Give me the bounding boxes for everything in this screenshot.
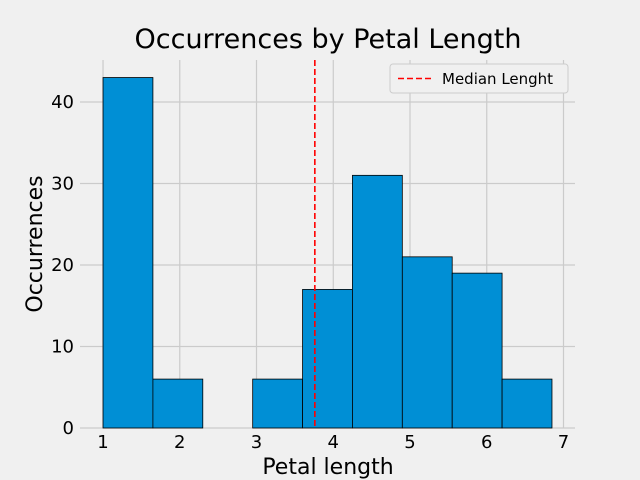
x-tick-label: 6 bbox=[481, 432, 492, 453]
x-tick-label: 2 bbox=[174, 432, 185, 453]
chart-title: Occurrences by Petal Length bbox=[135, 24, 522, 55]
y-tick-label: 10 bbox=[51, 336, 74, 357]
bars bbox=[102, 77, 553, 429]
y-axis-label: Occurrences bbox=[23, 175, 48, 312]
x-tick-label: 4 bbox=[328, 432, 339, 453]
legend: Median Lenght bbox=[389, 63, 569, 94]
x-axis-label: Petal length bbox=[262, 455, 393, 480]
x-tick-label: 1 bbox=[97, 432, 108, 453]
histogram-bar bbox=[302, 289, 353, 429]
histogram-bar bbox=[352, 174, 403, 429]
x-tick-label: 5 bbox=[404, 432, 415, 453]
histogram-bar bbox=[401, 256, 453, 429]
y-tick-label: 0 bbox=[63, 418, 74, 439]
histogram-bar bbox=[451, 272, 503, 429]
histogram-bar bbox=[501, 378, 553, 429]
y-tick-label: 30 bbox=[51, 173, 74, 194]
legend-median-label: Median Lenght bbox=[442, 70, 553, 88]
legend-box bbox=[389, 63, 569, 94]
histogram-bar bbox=[102, 77, 154, 429]
histogram-bar bbox=[152, 378, 204, 429]
x-tick-label: 7 bbox=[558, 432, 569, 453]
histogram-bar bbox=[252, 378, 303, 429]
y-tick-label: 20 bbox=[51, 255, 74, 276]
y-tick-label: 40 bbox=[51, 92, 74, 113]
x-tick-label: 3 bbox=[251, 432, 262, 453]
ticks: 1 2 3 4 5 6 7 0 10 20 30 40 bbox=[51, 92, 569, 453]
